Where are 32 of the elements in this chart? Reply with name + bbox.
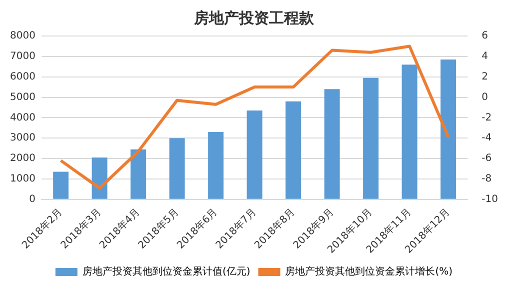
y-tick-label: 1000 bbox=[10, 174, 36, 185]
y-tick-label: 3000 bbox=[10, 132, 36, 144]
chart-title: 房地产投资工程款 bbox=[193, 8, 315, 27]
y2-tick-label: -8 bbox=[482, 174, 492, 185]
bar bbox=[440, 59, 456, 199]
bar bbox=[324, 89, 340, 199]
bar bbox=[286, 101, 302, 199]
y-tick-label: 2000 bbox=[10, 153, 36, 164]
y2-tick-label: 4 bbox=[482, 51, 488, 62]
legend-label: 房地产投资其他到位资金累计增长(%) bbox=[285, 266, 453, 278]
y2-tick-label: 2 bbox=[482, 71, 488, 82]
bar bbox=[402, 64, 418, 199]
y-tick-label: 4000 bbox=[10, 112, 36, 124]
y2-tick-label: -10 bbox=[482, 194, 498, 205]
y2-tick-label: 0 bbox=[482, 92, 488, 103]
legend-label: 房地产投资其他到位资金累计值(亿元) bbox=[82, 266, 250, 278]
y2-tick-label: -4 bbox=[482, 132, 492, 144]
y-tick-label: 7000 bbox=[10, 51, 36, 62]
y-tick-label: 5000 bbox=[10, 92, 36, 103]
bar bbox=[208, 132, 224, 199]
bar bbox=[92, 158, 108, 199]
y2-tick-label: 6 bbox=[482, 30, 488, 42]
y-tick-label: 0 bbox=[29, 194, 36, 205]
bar bbox=[363, 78, 379, 199]
bar bbox=[169, 138, 185, 199]
bar bbox=[246, 110, 262, 199]
y-tick-label: 8000 bbox=[10, 30, 36, 42]
y2-tick-label: -6 bbox=[482, 153, 492, 164]
y-tick-label: 6000 bbox=[10, 71, 36, 82]
bar bbox=[53, 172, 69, 199]
y2-tick-label: -2 bbox=[482, 112, 492, 124]
bar bbox=[130, 149, 146, 199]
